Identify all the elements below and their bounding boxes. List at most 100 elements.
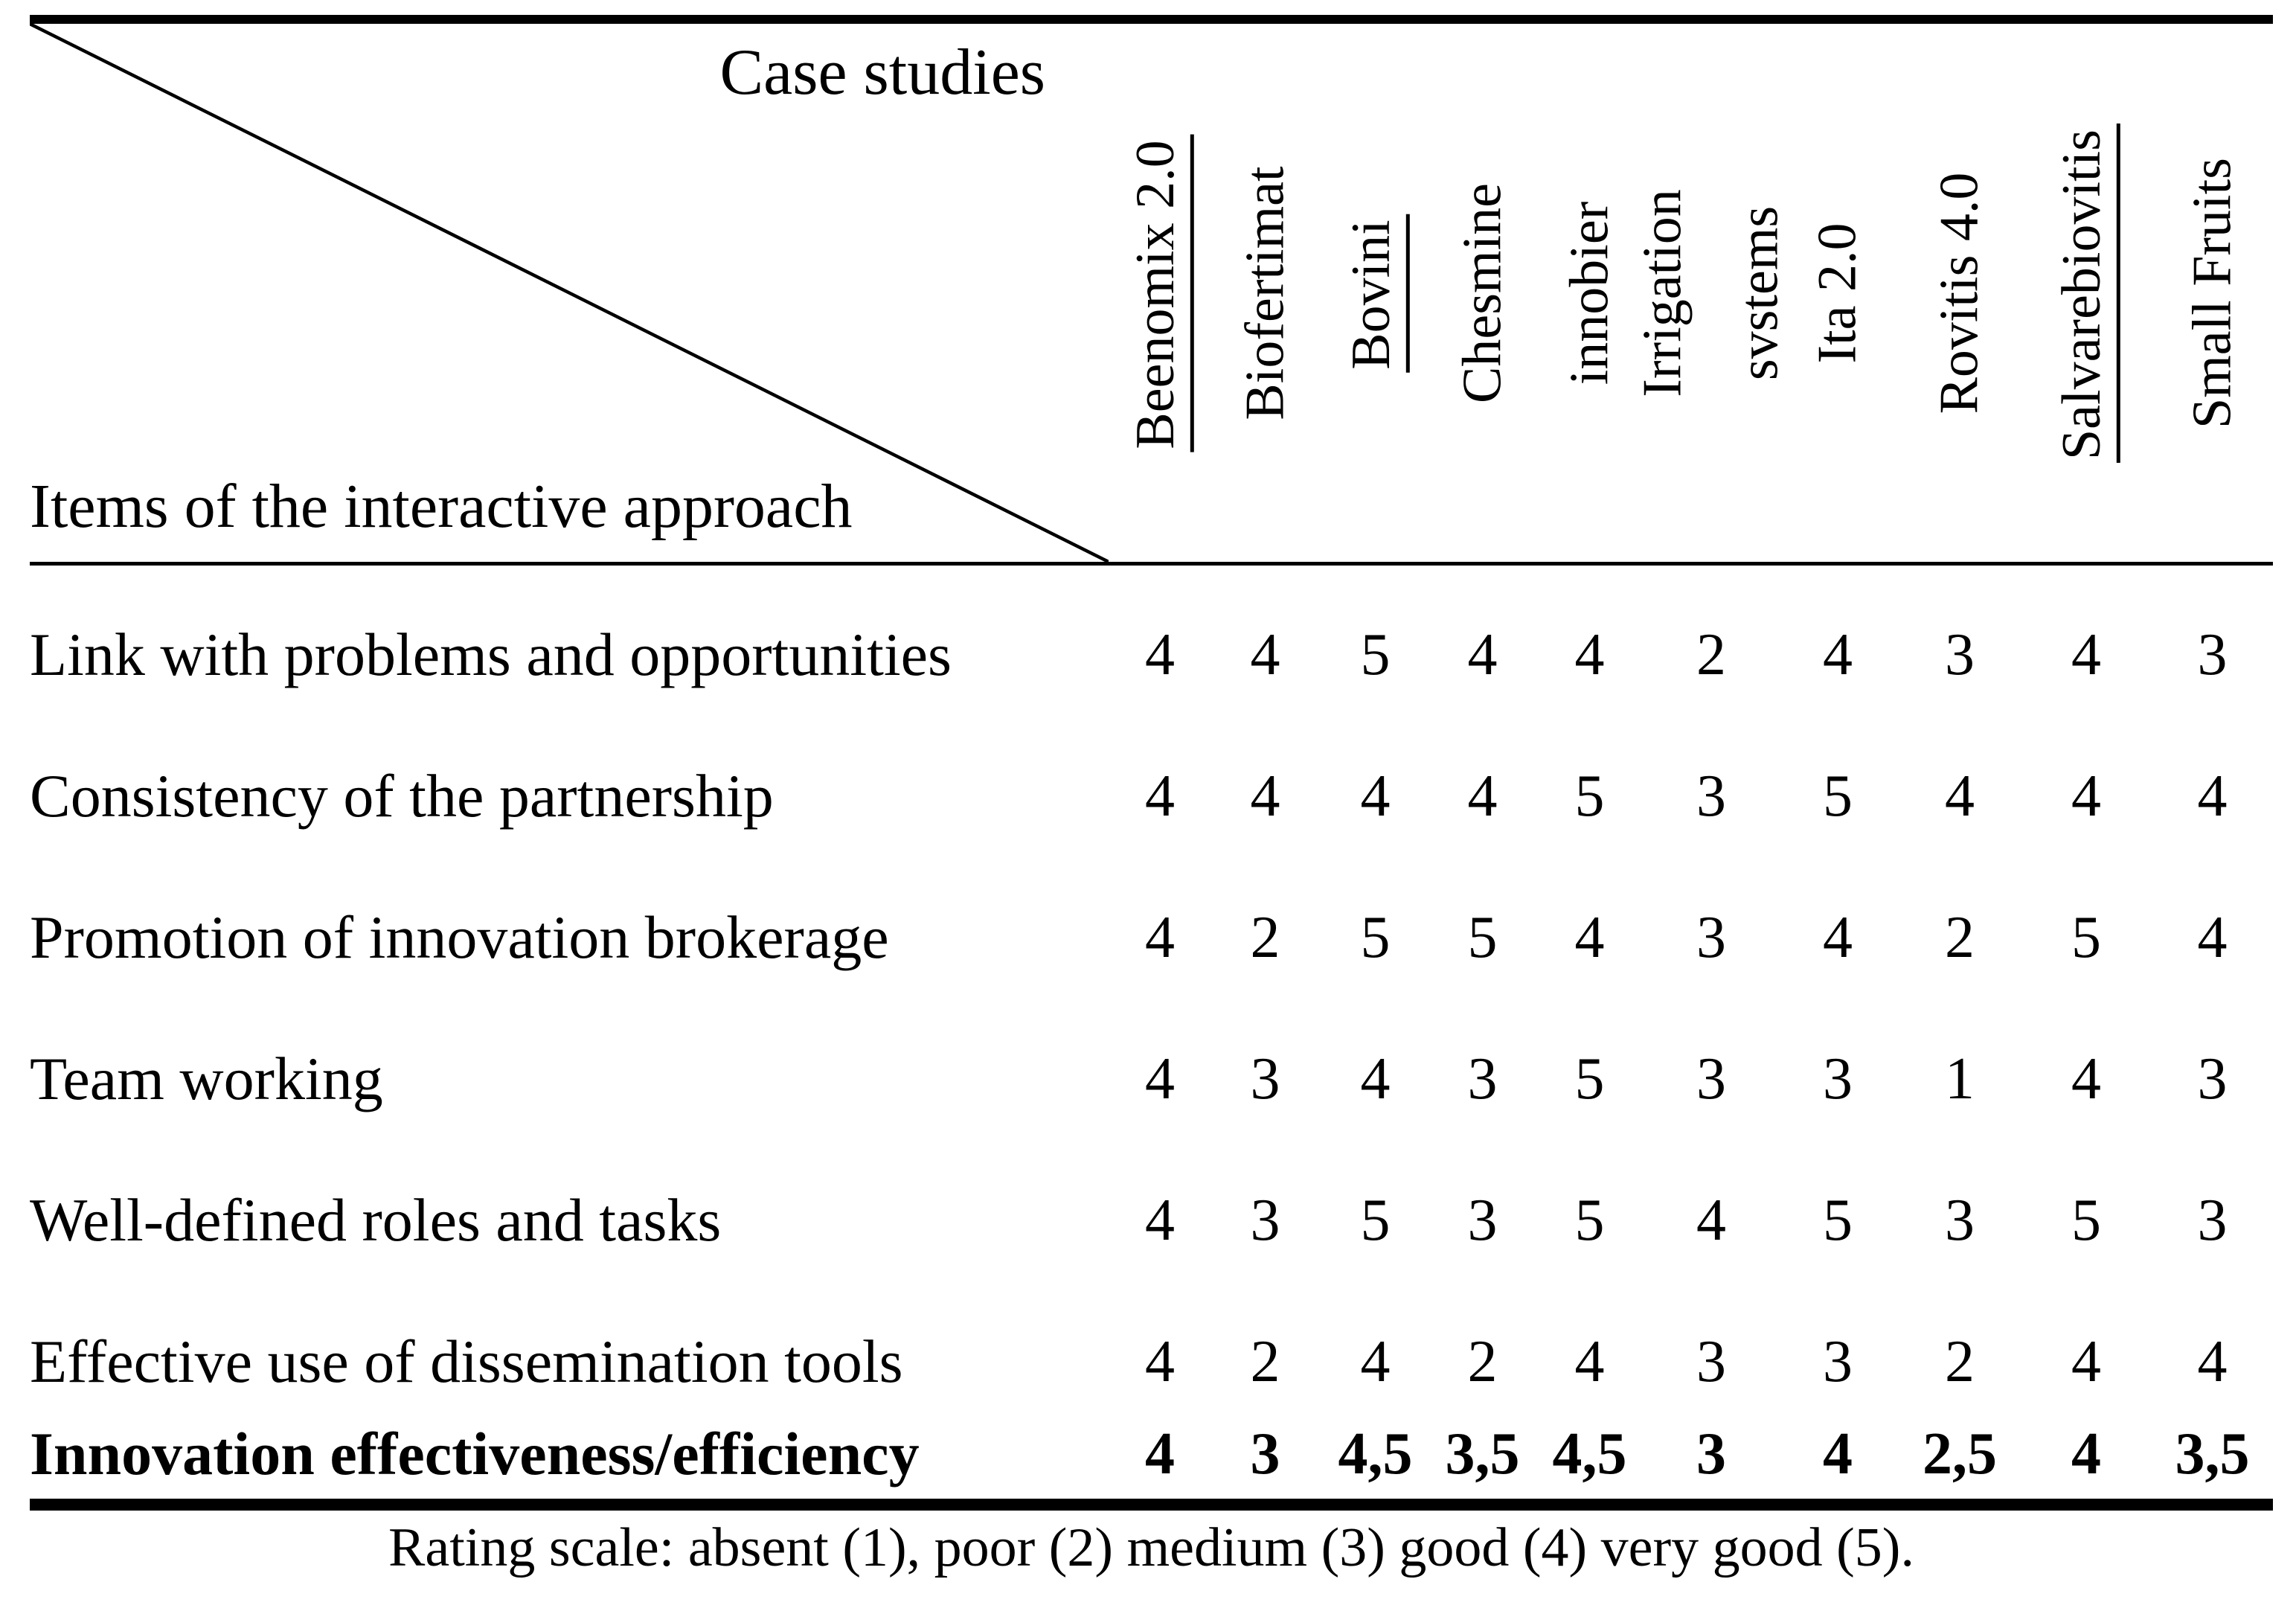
value-cell: 4 [1823,622,1853,688]
column-header-line: Irrigation [1632,188,1693,397]
value-cell: 5 [2071,905,2101,970]
column-header: Rovitis 4.0 [1899,24,2021,562]
column-header-label: Beenomix 2.0 [1124,133,1195,452]
row-label: Team working [30,1045,383,1112]
table-row: Promotion of innovation brokerage 4 2 5 5 4 3 4… [30,848,2273,990]
value-cell: 5 [1360,622,1391,688]
value-cell: 4 [1823,905,1853,970]
value-cell: 5 [1823,763,1853,829]
value-cell: 3 [1823,1046,1853,1112]
column-header-line: innobier [1558,201,1620,385]
value-cell: 4 [1145,1046,1175,1112]
table-header: Case studies Items of the interactive ap… [30,24,2273,566]
value-cell: 3 [1945,1188,1975,1253]
column-header-label: Biofertimat [1234,166,1295,420]
value-cell: 5 [1574,1046,1605,1112]
table-body: Link with problems and opportunities 4 4 5 4… [30,566,2273,1499]
value-cell: 3 [1696,1421,1726,1487]
value-cell: 4 [1574,622,1605,688]
column-header: Biofertimat [1211,24,1319,562]
row-label: Innovation effectiveness/efficiency [30,1420,920,1487]
column-header-label: Rovitis 4.0 [1928,172,1990,414]
value-cell: 3 [1696,763,1726,829]
value-cell: 2 [1945,905,1975,970]
table-row: Link with problems and opportunities 4 4 5 4… [30,566,2273,707]
value-cell: 4 [1696,1188,1726,1253]
value-cell: 4 [2197,1329,2228,1394]
value-cell: 4 [1145,1329,1175,1394]
column-header: Small Fruits [2152,24,2273,562]
value-cell: 3 [1696,1329,1726,1394]
row-label: Link with problems and opportunities [30,621,952,688]
value-cell: 4 [1145,622,1175,688]
value-cell: 4 [1467,622,1498,688]
corner-label-items: Items of the interactive approach [30,472,853,541]
corner-label-case-studies: Case studies [719,36,1045,109]
column-header-line: Ita 2.0 [1806,222,1868,364]
value-cell: 3 [1250,1046,1280,1112]
column-header-line: Rovitis 4.0 [1928,172,1990,414]
column-header-label: Ita 2.0 [1806,222,1868,364]
rating-scale-footnote: Rating scale: absent (1), poor (2) mediu… [388,1517,1914,1578]
value-cell: 4 [1360,1046,1391,1112]
value-cell: 5 [2071,1188,2101,1253]
column-header: Beenomix 2.0 [1109,24,1211,562]
column-header: Chesmine [1431,24,1533,562]
value-cell: 3 [1823,1329,1853,1394]
value-cell: 5 [1360,1188,1391,1253]
column-header-line: Salvarebiovitis [2050,129,2112,460]
value-cell: 4 [2071,1046,2101,1112]
column-header-line: Beenomix 2.0 [1124,139,1186,449]
value-cell: 2 [1696,622,1726,688]
value-cell: 3 [1696,905,1726,970]
value-cell: 4 [1145,763,1175,829]
value-cell: 4 [1574,905,1605,970]
column-header-line: Small Fruits [2181,157,2242,429]
value-cell: 4,5 [1338,1421,1413,1487]
table-row: Consistency of the partnership 4 4 4 4 5 3 5 4 4 4 [30,707,2273,848]
value-cell: 5 [1574,763,1605,829]
value-cell: 2 [1467,1329,1498,1394]
value-cell: 3,5 [1445,1421,1520,1487]
value-cell: 3 [1945,622,1975,688]
value-cell: 3 [2197,1046,2228,1112]
value-cell: 5 [1574,1188,1605,1253]
value-cell: 3 [2197,1188,2228,1253]
value-cell: 4 [1145,1421,1175,1487]
corner-diagonal-line [30,24,1109,562]
value-cell: 4 [2197,905,2228,970]
value-cell: 4 [1467,763,1498,829]
value-cell: 4 [2071,763,2101,829]
value-cell: 4 [1250,763,1280,829]
column-header: Salvarebiovitis [2021,24,2152,562]
value-cell: 4 [1360,1329,1391,1394]
column-header: Irrigation svstems [1632,24,1790,562]
value-cell: 3,5 [2175,1421,2250,1487]
row-label: Consistency of the partnership [30,762,774,830]
value-cell: 3 [1250,1421,1280,1487]
column-header: Ita 2.0 [1777,24,1899,562]
column-header-label: innobier [1559,201,1620,385]
value-cell: 4 [1574,1329,1605,1394]
table-row: Well-defined roles and tasks 4 3 5 3 5 4 5 3 5 3 [30,1131,2273,1272]
corner-cell: Case studies Items of the interactive ap… [30,24,1109,562]
value-cell: 3 [1250,1188,1280,1253]
value-cell: 2,5 [1923,1421,1997,1487]
value-cell: 3 [1696,1046,1726,1112]
value-cell: 4 [2071,1421,2101,1487]
column-header-label: Bovini [1340,213,1410,373]
row-label: Promotion of innovation brokerage [30,903,889,971]
value-cell: 2 [1945,1329,1975,1394]
value-cell: 4 [1145,905,1175,970]
value-cell: 4 [2197,763,2228,829]
column-header-label: Small Fruits [2181,157,2242,429]
table-row: Team working 4 3 4 3 5 3 3 1 4 3 [30,990,2273,1131]
value-cell: 1 [1945,1046,1975,1112]
value-cell: 2 [1250,905,1280,970]
value-cell: 4 [1145,1188,1175,1253]
row-label: Effective use of dissemination tools [30,1328,903,1395]
column-header: Bovini [1319,24,1431,562]
column-header-line: Bovini [1340,219,1402,370]
bottom-rule [30,1499,2273,1511]
value-cell: 4 [1250,622,1280,688]
